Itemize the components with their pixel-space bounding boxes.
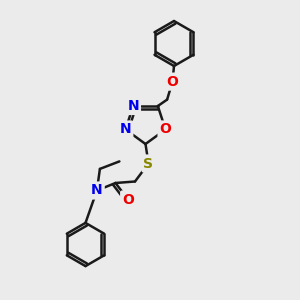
Text: N: N	[127, 99, 139, 113]
Text: N: N	[120, 122, 131, 136]
Text: O: O	[160, 122, 171, 136]
Text: N: N	[91, 184, 103, 197]
Text: S: S	[143, 157, 154, 170]
Text: O: O	[122, 193, 134, 206]
Text: O: O	[167, 75, 178, 88]
